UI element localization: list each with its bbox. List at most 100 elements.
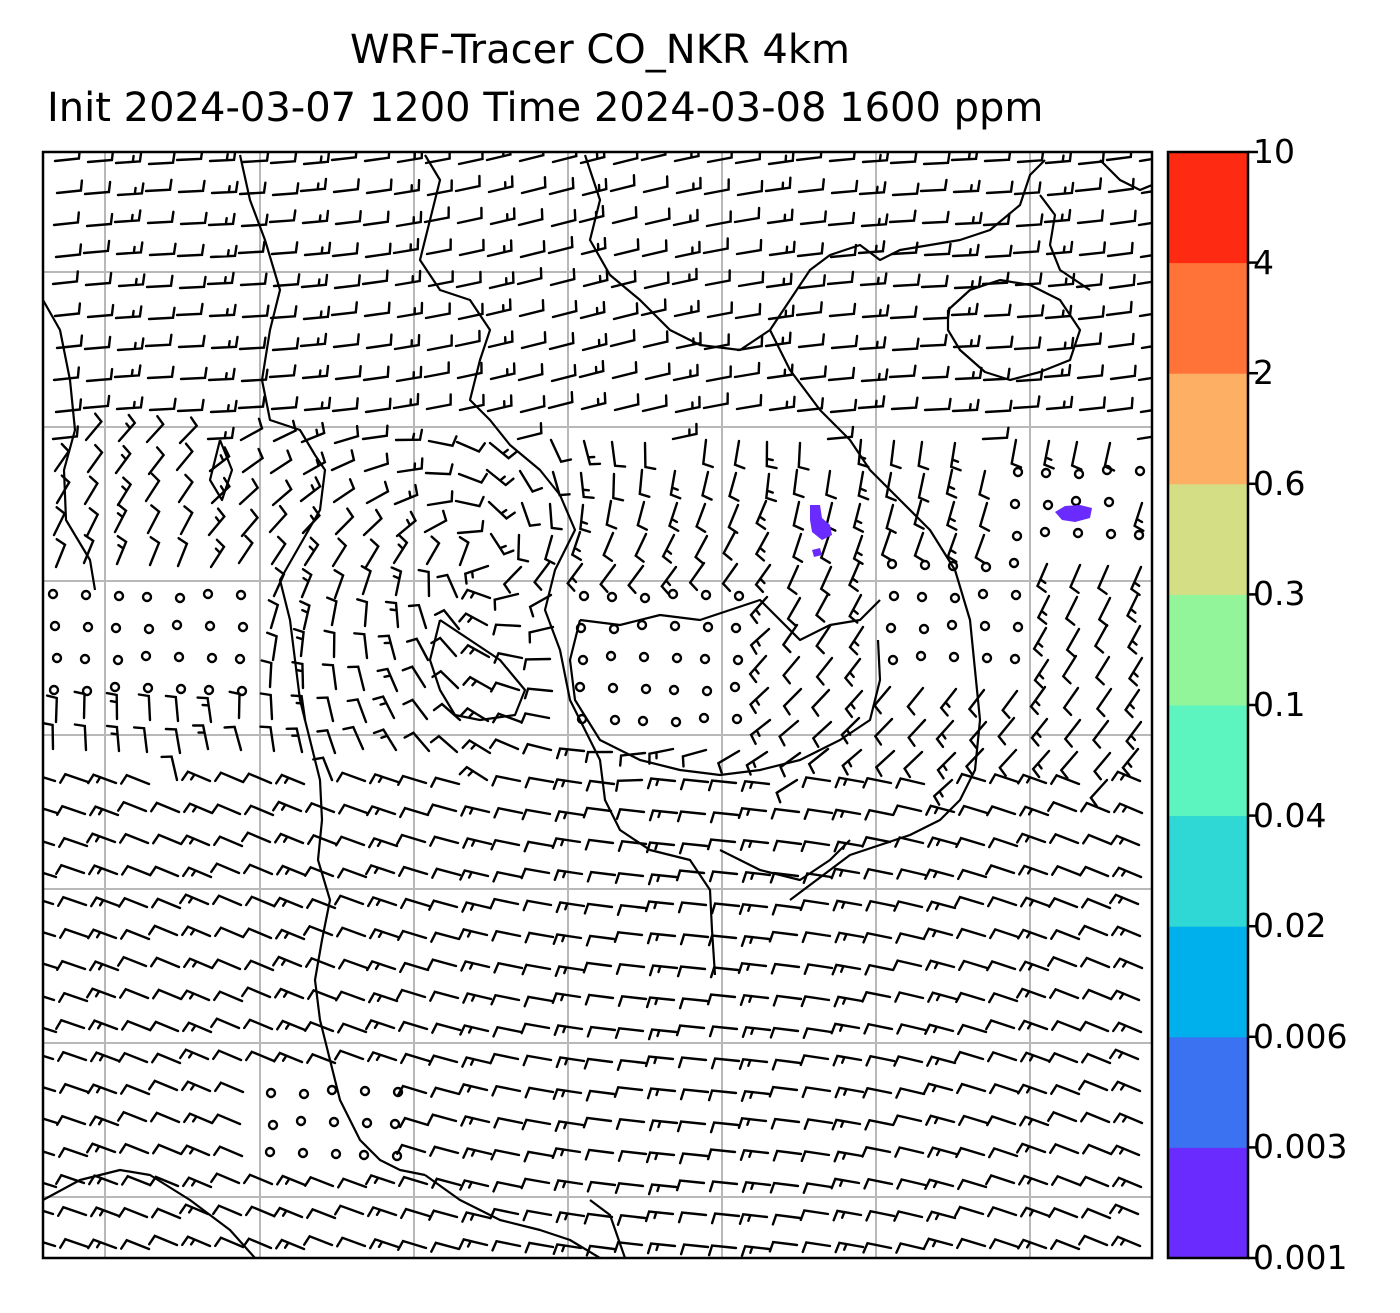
wind-barb bbox=[211, 1113, 242, 1126]
wind-barb bbox=[518, 469, 544, 493]
wind-barb bbox=[1107, 177, 1135, 194]
wind-barb bbox=[366, 959, 397, 972]
wind-barb bbox=[43, 721, 55, 751]
wind-barb bbox=[300, 421, 326, 444]
wind-barb bbox=[644, 1055, 675, 1068]
wind-barb bbox=[369, 927, 400, 940]
wind-barb bbox=[376, 667, 399, 693]
wind-barb bbox=[771, 1213, 802, 1226]
wind-barb bbox=[334, 1204, 365, 1216]
wind-barb bbox=[586, 1025, 617, 1038]
wind-barb bbox=[833, 1150, 864, 1163]
wind-barb bbox=[270, 535, 287, 566]
wind-barb bbox=[268, 209, 297, 224]
wind-barb bbox=[894, 1146, 925, 1158]
wind-barb bbox=[214, 926, 245, 939]
wind-barb bbox=[291, 661, 305, 690]
wind-barb bbox=[43, 1150, 56, 1157]
wind-barb bbox=[243, 863, 274, 876]
wind-barb bbox=[1079, 1175, 1110, 1188]
wind-barb bbox=[372, 728, 398, 752]
wind-barb bbox=[151, 1052, 182, 1065]
wind-barb bbox=[803, 963, 834, 975]
wind-barb bbox=[429, 734, 459, 754]
wind-barb bbox=[273, 896, 304, 909]
wind-barb bbox=[120, 1083, 151, 1096]
wind-barb bbox=[1043, 439, 1055, 470]
wind-barb bbox=[770, 807, 801, 820]
calm-wind-marker bbox=[888, 590, 900, 602]
wind-barb bbox=[580, 391, 607, 411]
wind-barb bbox=[891, 182, 920, 197]
wind-barb bbox=[765, 272, 793, 289]
wind-barb bbox=[710, 902, 741, 915]
wind-barb bbox=[489, 362, 516, 381]
calm-wind-marker bbox=[112, 654, 124, 666]
wind-barb bbox=[716, 749, 741, 774]
wind-barb bbox=[361, 424, 389, 441]
wind-barb bbox=[148, 1234, 179, 1247]
wind-barb bbox=[398, 1175, 429, 1187]
wind-barb bbox=[802, 1027, 833, 1039]
wind-barb bbox=[241, 831, 272, 844]
calm-wind-marker bbox=[577, 654, 589, 666]
wind-barb bbox=[1015, 368, 1044, 383]
wind-barb bbox=[815, 624, 832, 655]
wind-barb bbox=[83, 180, 112, 196]
wind-barb bbox=[863, 1022, 894, 1035]
wind-barb bbox=[183, 957, 214, 970]
wind-barb bbox=[462, 1147, 493, 1159]
wind-barb bbox=[802, 1182, 833, 1194]
wind-barb bbox=[1077, 305, 1105, 321]
wind-barb bbox=[925, 804, 956, 816]
wind-barb bbox=[400, 1052, 431, 1065]
wind-barb bbox=[368, 836, 399, 849]
wind-barb bbox=[672, 363, 699, 382]
wind-barb bbox=[551, 992, 582, 1004]
wind-barb bbox=[353, 632, 369, 660]
wind-barb bbox=[51, 425, 79, 441]
wind-barb bbox=[331, 537, 348, 568]
wind-barb bbox=[833, 840, 864, 853]
wind-barb bbox=[301, 209, 330, 225]
wind-barb bbox=[144, 472, 161, 503]
wind-barb bbox=[274, 832, 305, 845]
wind-barb bbox=[921, 365, 950, 380]
wind-barb bbox=[455, 270, 482, 289]
calm-wind-marker bbox=[1042, 499, 1054, 511]
wind-barb bbox=[502, 565, 523, 594]
wind-barb bbox=[873, 717, 894, 746]
wind-barb bbox=[330, 449, 356, 472]
wind-barb bbox=[857, 395, 886, 410]
wind-barb bbox=[1078, 241, 1106, 257]
wind-barb bbox=[874, 749, 896, 777]
wind-barb bbox=[978, 501, 991, 532]
wind-barb bbox=[524, 931, 555, 944]
wind-barb bbox=[304, 1020, 335, 1033]
wind-barb bbox=[1020, 1206, 1051, 1218]
wind-barb bbox=[1136, 280, 1152, 286]
wind-barb bbox=[210, 862, 241, 875]
map-background bbox=[43, 152, 1152, 1258]
wind-barb bbox=[1044, 152, 1073, 165]
wind-barb bbox=[917, 472, 930, 503]
wind-barb bbox=[179, 366, 208, 381]
wind-barb bbox=[333, 274, 361, 290]
wind-barb bbox=[1109, 1048, 1140, 1061]
wind-barb bbox=[721, 562, 739, 593]
wind-barb bbox=[769, 1181, 800, 1194]
border bbox=[579, 598, 881, 642]
wind-barb bbox=[520, 1022, 551, 1035]
wind-barb bbox=[984, 399, 1013, 414]
wind-barb bbox=[585, 1244, 616, 1257]
wind-barb bbox=[213, 835, 244, 848]
wind-barb bbox=[43, 930, 57, 938]
calm-wind-marker bbox=[608, 623, 620, 635]
wind-barb bbox=[182, 1021, 213, 1034]
wind-barb bbox=[921, 210, 950, 225]
wind-barb bbox=[954, 1205, 985, 1218]
wind-barb bbox=[1096, 564, 1110, 595]
wind-barb bbox=[997, 716, 1016, 746]
coastline bbox=[208, 439, 234, 502]
wind-barb bbox=[552, 933, 583, 945]
